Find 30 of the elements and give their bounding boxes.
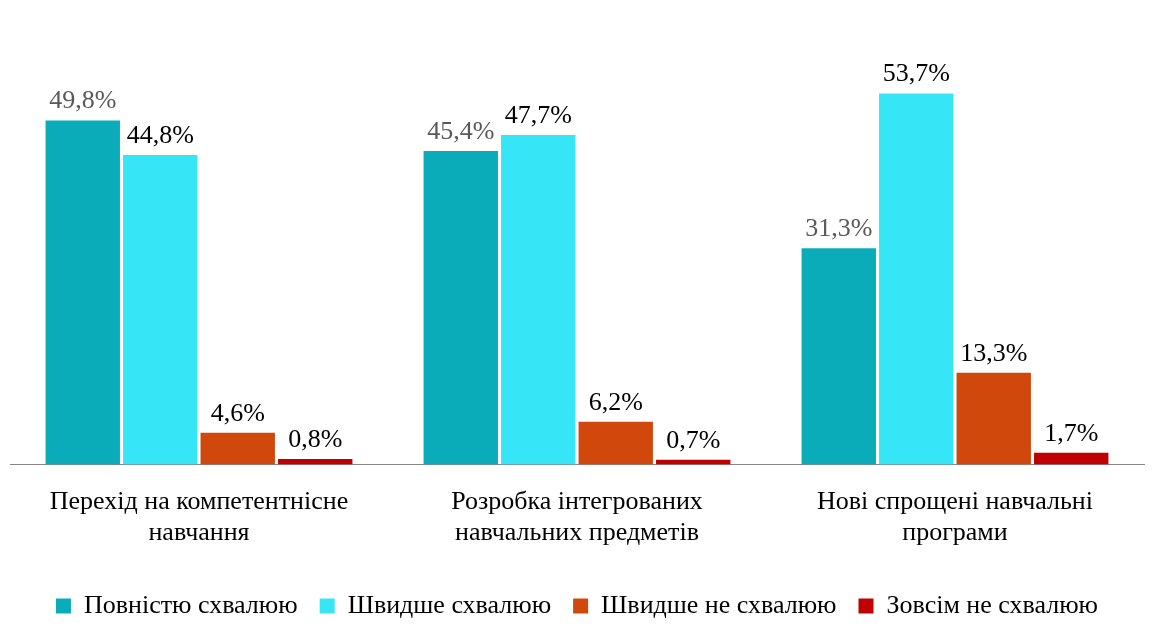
data-label: 31,3%: [805, 213, 873, 243]
legend-label: Повністю схвалюю: [83, 589, 298, 619]
bar: [801, 248, 876, 465]
legend-label: Зовсім не схвалюю: [886, 589, 1099, 619]
bar: [278, 459, 353, 465]
bar: [501, 134, 576, 465]
bar: [123, 155, 198, 465]
data-label: 44,8%: [126, 119, 194, 149]
data-label: 53,7%: [882, 58, 950, 88]
data-label: 13,3%: [960, 337, 1028, 367]
x-tick-label: Розробка інтегрованих навчальних предметів: [451, 486, 703, 547]
data-label: 6,2%: [588, 386, 643, 416]
bar: [423, 150, 498, 465]
x-tick-label: Нові спрощені навчальні програми: [817, 486, 1093, 547]
x-tick-label: Перехід на компетентнісне навчання: [49, 486, 349, 547]
data-label: 4,6%: [210, 397, 265, 427]
bar: [1034, 452, 1109, 465]
bar: [956, 372, 1031, 465]
bar: [45, 120, 120, 465]
data-label: 47,7%: [504, 99, 572, 129]
bar: [879, 93, 954, 465]
bar: [200, 432, 275, 465]
data-label: 0,8%: [288, 423, 343, 453]
data-label: 45,4%: [427, 115, 495, 145]
data-label: 49,8%: [49, 85, 117, 115]
bar: [578, 421, 653, 465]
data-label: 0,7%: [666, 424, 721, 454]
legend-label: Швидше не схвалюю: [601, 589, 837, 619]
data-label: 1,7%: [1044, 417, 1099, 447]
legend-label: Швидше схвалюю: [347, 589, 552, 619]
